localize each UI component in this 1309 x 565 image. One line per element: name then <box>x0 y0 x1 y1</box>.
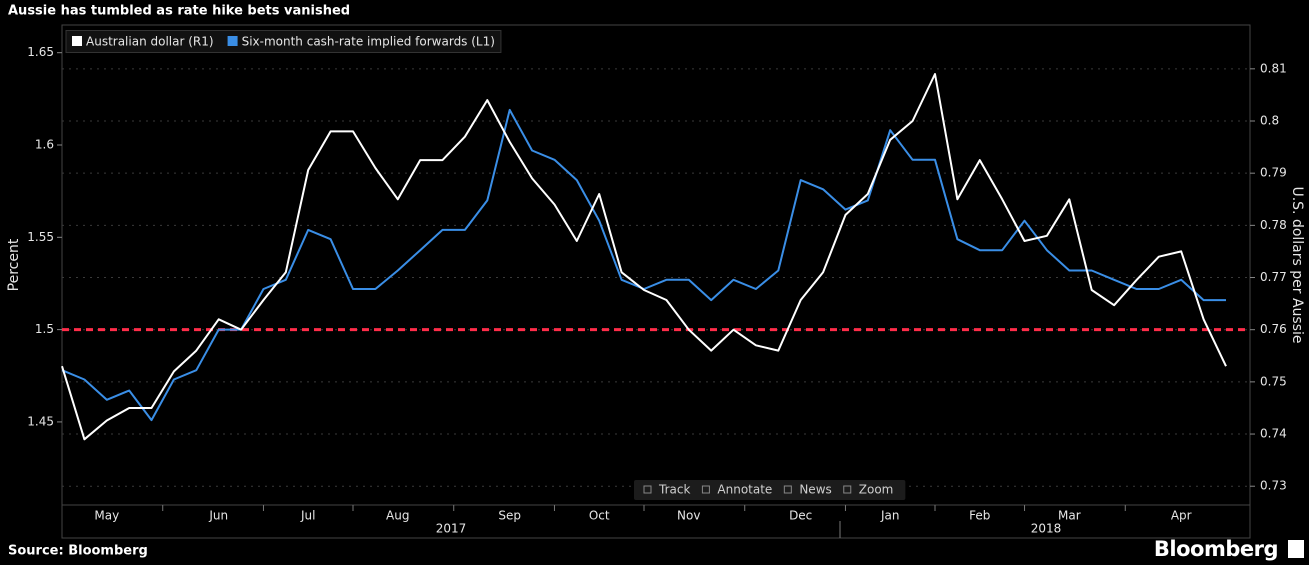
x-tick-label: Jul <box>300 509 315 523</box>
x-tick-label: Oct <box>589 509 610 523</box>
y-tick-label: 1.6 <box>35 138 54 152</box>
toolbar-button[interactable]: Zoom <box>859 483 894 497</box>
y-tick-label: 1.5 <box>35 322 54 336</box>
y-tick-label: 1.65 <box>27 45 54 59</box>
y2-tick-label: 0.78 <box>1260 218 1287 232</box>
legend-label: Australian dollar (R1) <box>86 35 214 49</box>
x-tick-label: Jun <box>208 509 228 523</box>
series-line <box>61 73 1227 441</box>
y-axis-label: Percent <box>6 238 22 291</box>
y2-tick-label: 0.8 <box>1260 114 1279 128</box>
x-tick-label: Sep <box>498 509 521 523</box>
toolbar-button[interactable]: Annotate <box>717 483 772 497</box>
x-tick-label: Apr <box>1171 509 1192 523</box>
x-tick-label: Jan <box>880 509 900 523</box>
x-tick-label: Aug <box>386 509 409 523</box>
legend-label: Six-month cash-rate implied forwards (L1… <box>242 35 495 49</box>
toolbar: Track Annotate News Zoom <box>634 480 906 500</box>
source: Source: Bloomberg <box>8 544 148 559</box>
x-tick-label: Dec <box>789 509 812 523</box>
y2-tick-label: 0.81 <box>1260 61 1287 75</box>
legend-swatch <box>72 36 82 46</box>
year-label: 2018 <box>1031 522 1062 536</box>
y2-tick-label: 0.73 <box>1260 479 1287 493</box>
x-tick-label: May <box>94 509 119 523</box>
x-tick-label: Nov <box>677 509 700 523</box>
y2-tick-label: 0.75 <box>1260 374 1287 388</box>
year-label: 2017 <box>436 522 467 536</box>
legend-swatch <box>227 36 238 46</box>
toolbar-icon <box>701 485 710 494</box>
y2-tick-label: 0.79 <box>1260 166 1287 180</box>
x-axis-band <box>61 504 1251 539</box>
y2-tick-label: 0.77 <box>1260 270 1287 284</box>
y-tick-label: 1.45 <box>27 414 54 428</box>
y2-tick-label: 0.76 <box>1260 322 1287 336</box>
toolbar-bg <box>634 480 906 500</box>
toolbar-button[interactable]: News <box>799 483 831 497</box>
legend-box <box>65 30 502 53</box>
x-tick-label: Feb <box>969 509 990 523</box>
x-tick-label: Mar <box>1058 509 1081 523</box>
logo-icon <box>1288 540 1304 558</box>
chart-title: Aussie has tumbled as rate hike bets van… <box>8 4 350 19</box>
y2-tick-label: 0.74 <box>1260 427 1287 441</box>
brand-logo: Bloomberg <box>1154 537 1278 561</box>
toolbar-icon <box>843 485 852 494</box>
toolbar-icon <box>783 485 792 494</box>
y-tick-label: 1.55 <box>27 230 54 244</box>
toolbar-button[interactable]: Track <box>658 483 690 497</box>
toolbar-icon <box>643 485 652 494</box>
y2-axis-label: U.S. dollars per Aussie <box>1289 186 1305 343</box>
legend: Australian dollar (R1) Six-month cash-rat… <box>72 35 495 49</box>
